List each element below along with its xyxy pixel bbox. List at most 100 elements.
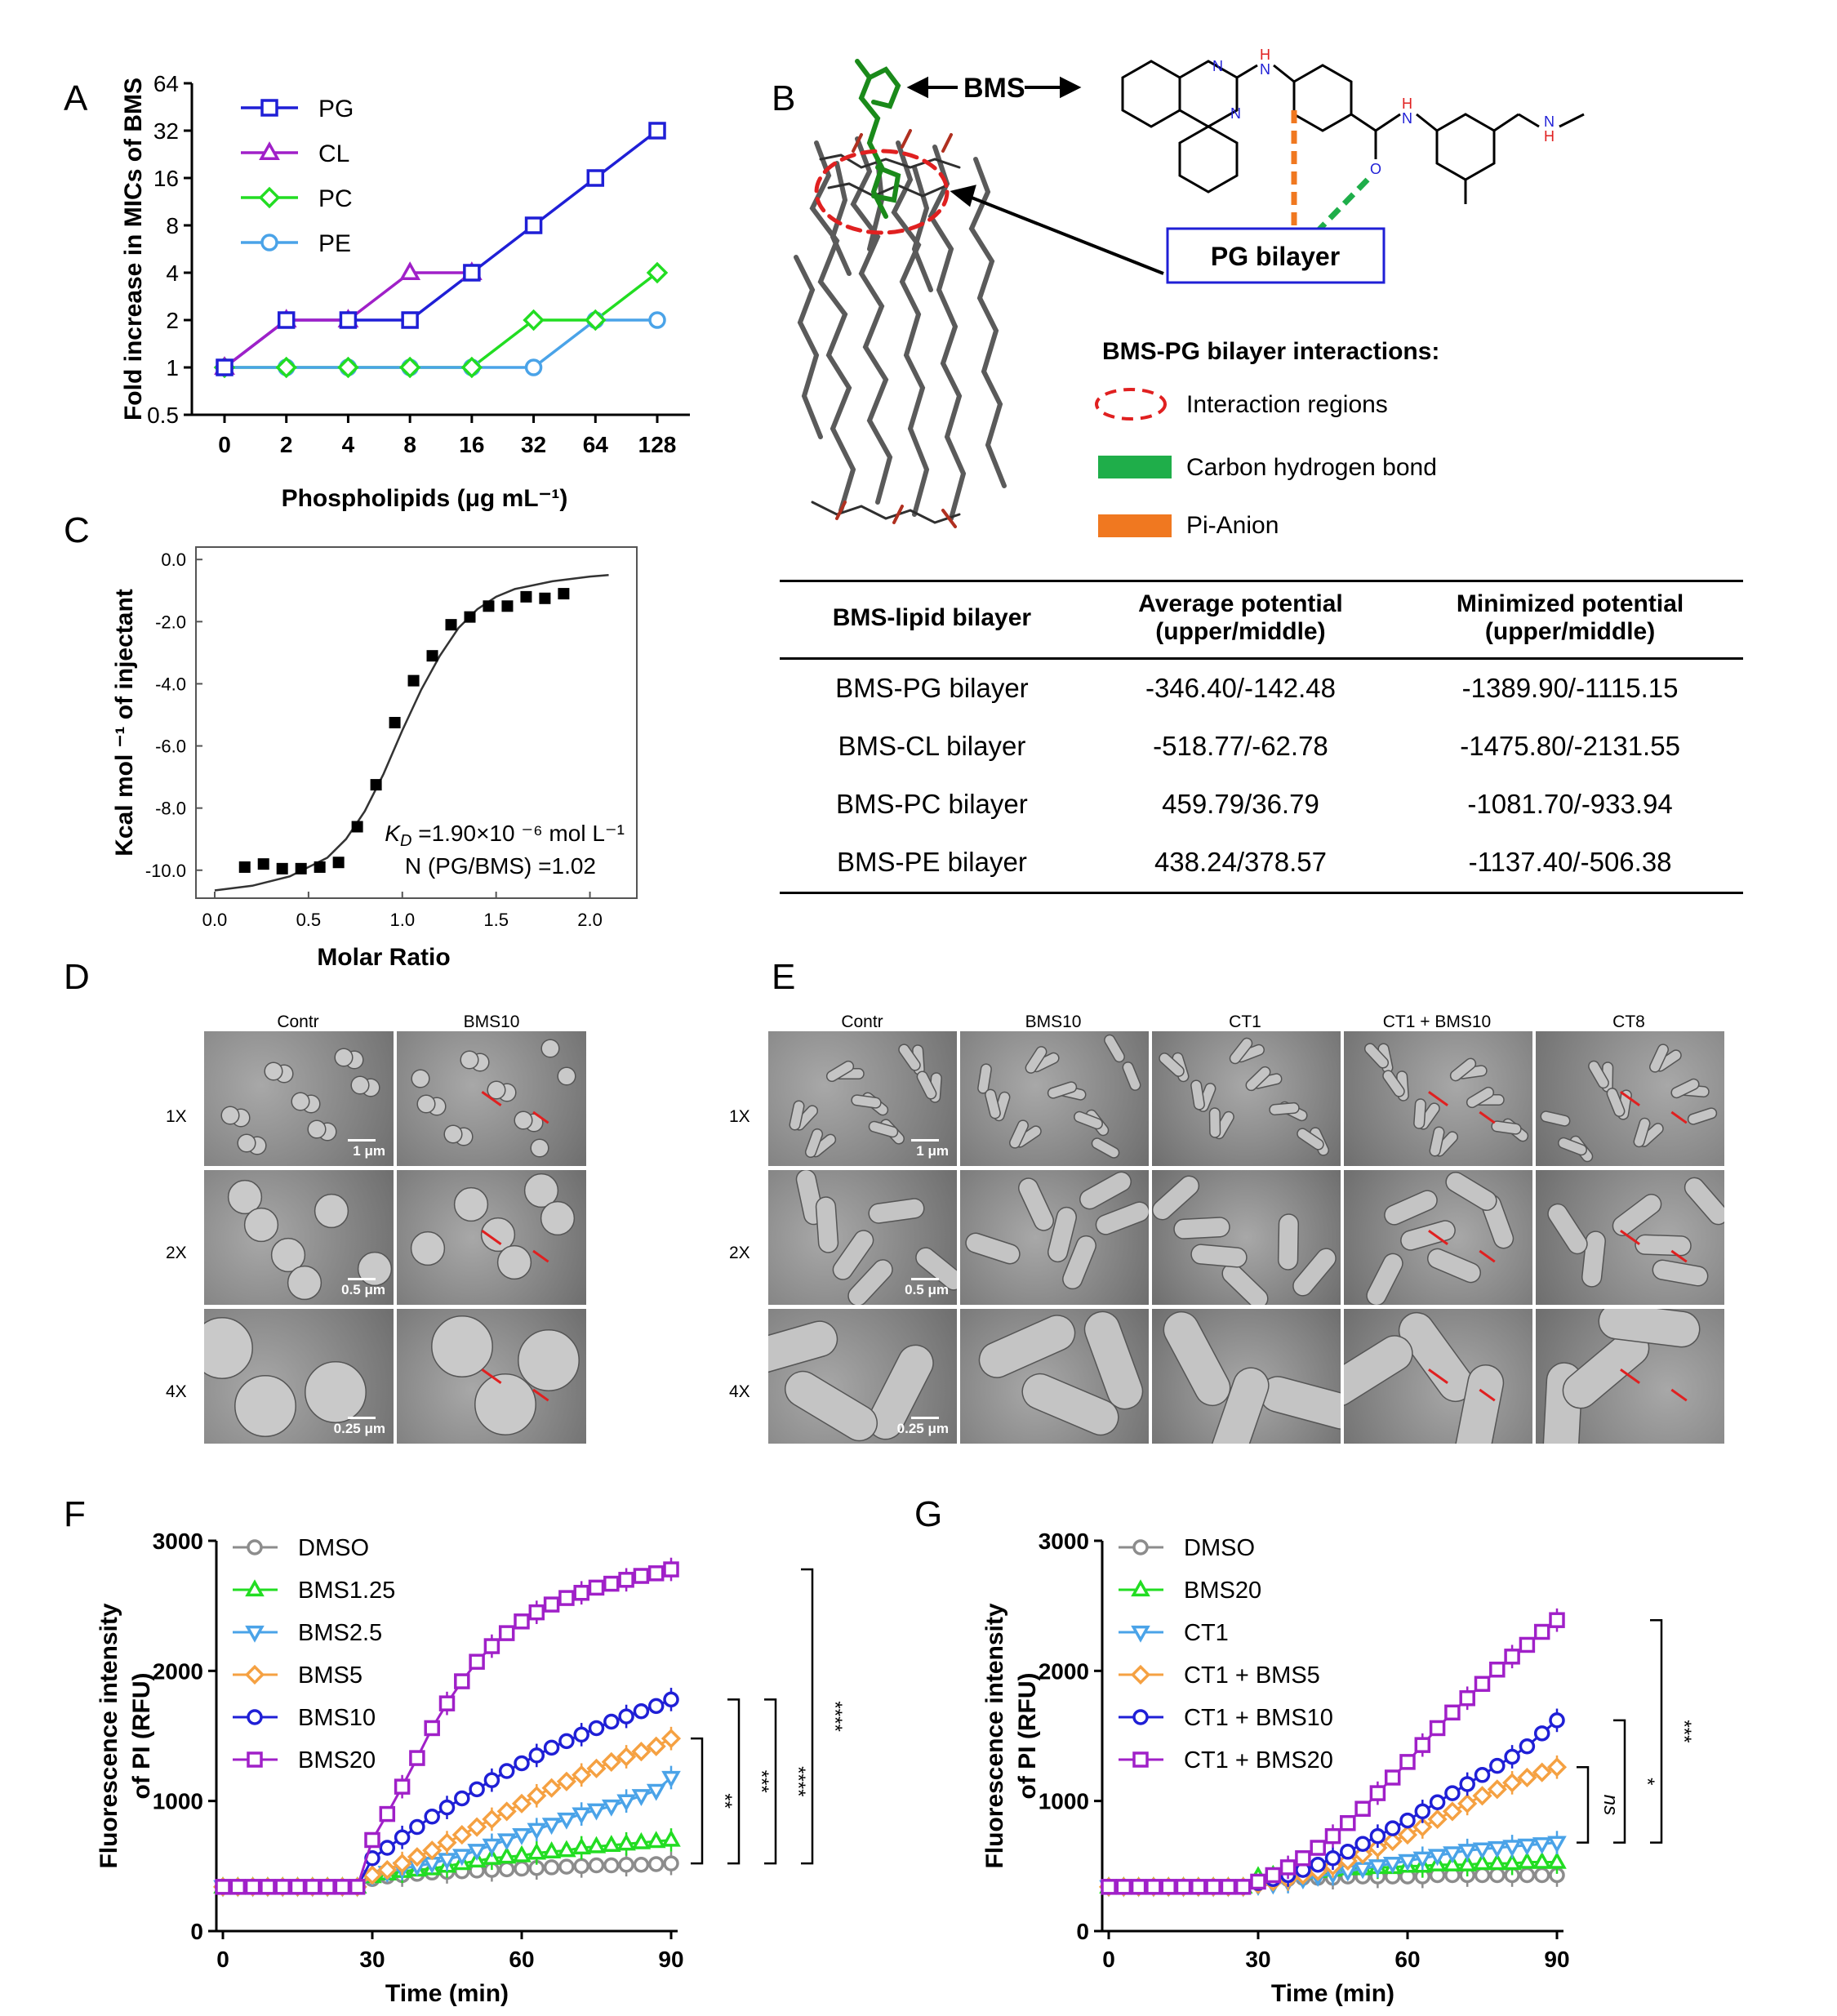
x-tick-label: 1.0 [389,910,415,930]
cell [1384,1190,1438,1226]
y-tick-label: 1 [166,355,179,381]
x-tick-label: 2.0 [577,910,603,930]
table-row: BMS-PG bilayer -346.40/-142.48 -1389.90/… [780,659,1743,719]
x-tick-label: 128 [638,432,677,457]
legend-marker [247,1539,263,1555]
data-point [512,1845,532,1862]
cell [1152,1175,1200,1221]
sem-texture [1547,1177,1724,1288]
y-tick-label: 2000 [1039,1658,1089,1684]
legend-label: CT1 + BMS20 [1184,1747,1333,1773]
data-point [1368,1859,1388,1877]
bms-label: BMS [963,73,1025,104]
sem-image: 0.25 μm [204,1309,394,1444]
sem-texture [1540,1044,1718,1163]
data-point [394,1829,411,1846]
cell [768,1320,838,1376]
legend-pi-anion: Pi-Anion [1186,512,1279,539]
data-point [379,1840,396,1856]
y-tick-label: 0.5 [147,403,179,428]
th-average: Average potential (upper/middle) [1138,590,1343,645]
scale-label: 0.25 μm [333,1421,385,1436]
red-arrow [1620,1091,1640,1106]
chart-f: 0 1000 2000 3000 0 30 60 90 Time (min) Fluorescen… [96,1529,846,2007]
data-point [1442,1801,1462,1822]
data-point [1353,1844,1373,1865]
data-point [663,1561,679,1578]
cell: -1081.70/-933.94 [1467,789,1673,819]
data-point [377,1860,398,1880]
y-tick-label: 1000 [1039,1789,1089,1814]
data-point [524,358,543,376]
atom-n2: N [1230,105,1241,122]
cell [1245,1066,1271,1092]
cell [557,1066,576,1086]
cell [1606,1088,1626,1117]
cell [1190,1244,1248,1268]
cell [1687,1107,1718,1125]
cell: 459.79/36.79 [1162,789,1319,819]
red-arrow [1479,1388,1496,1402]
x-tick-label: 8 [403,432,416,457]
x-tick-label: 90 [658,1947,683,1972]
cell [1366,1253,1403,1305]
cell [314,1193,349,1229]
cell: BMS-PE bilayer [836,847,1027,877]
pi-anion-swatch [1098,514,1172,537]
data-point [1459,1776,1475,1792]
data-point [482,1838,502,1856]
legend-marker [1132,1709,1149,1725]
data-point [289,1879,306,1895]
data-point [454,1673,470,1689]
data-point [602,1799,621,1817]
sem-image: 0.5 μm [768,1170,957,1305]
data-point [277,311,296,329]
legend-marker [245,1579,265,1597]
x-tick-label: 4 [342,432,355,457]
sem-texture [1159,1037,1329,1156]
legend-label: BMS10 [298,1705,376,1731]
red-arrow [532,1110,549,1124]
data-point [633,1702,650,1720]
x-tick-label: 0 [216,1947,229,1972]
legend-label: CL [318,140,349,167]
cell [227,1179,263,1215]
data-point [407,1847,427,1867]
cell [804,1128,824,1159]
cell [1009,1119,1029,1149]
sem-texture [978,1311,1144,1436]
cell [204,1317,253,1379]
data-point [1115,1879,1132,1895]
data-point [501,600,514,612]
y-axis-title: Kcal mol ⁻¹ of injectant [114,589,138,857]
data-point [586,169,605,187]
data-point [1429,1720,1446,1737]
y-tick-label: 0 [190,1919,203,1944]
data-point [616,1833,636,1851]
data-point [1369,1785,1386,1801]
data-point [1549,1612,1565,1628]
data-point [514,1613,530,1630]
cell [1083,1311,1144,1410]
interaction-regions-swatch [1095,388,1167,421]
cell [1635,1234,1692,1257]
x-tick-label: 30 [359,1947,385,1972]
cell [287,1265,322,1301]
legend-label: BMS20 [298,1747,376,1773]
data-point [586,1758,607,1778]
sem-texture [220,1048,380,1155]
legend-marker [1130,1664,1151,1685]
cell [1091,1137,1120,1159]
data-point [1519,1738,1536,1755]
sem-image [960,1031,1149,1166]
y-tick-label: 32 [153,118,179,144]
d-row-2x: 2X [166,1244,187,1262]
sem-image [1536,1309,1724,1444]
significance-label: ** [714,1793,736,1809]
sem-image: 0.25 μm [768,1309,957,1444]
significance-bracket [1650,1618,1663,1844]
data-point [1457,1793,1478,1814]
sem-image: 0.5 μm [204,1170,394,1305]
sem-texture [1366,1171,1515,1305]
cell [357,1251,393,1287]
